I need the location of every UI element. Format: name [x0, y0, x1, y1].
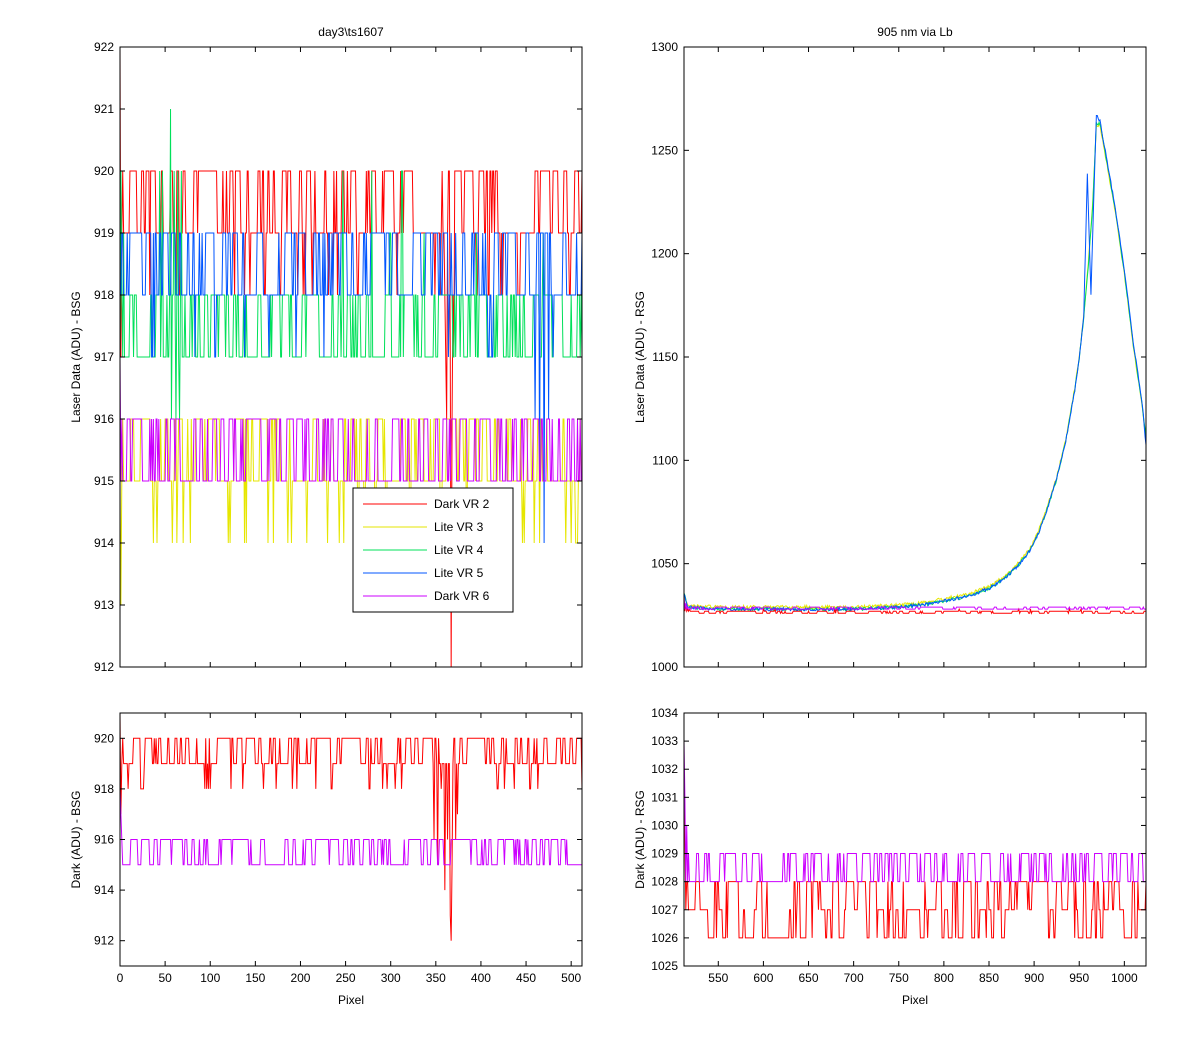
series-line-dark-vr-2	[684, 598, 1146, 615]
y-tick-label: 912	[94, 660, 114, 674]
y-tick-label: 1034	[651, 706, 678, 720]
series-line-lite-vr-4	[120, 108, 582, 420]
x-tick-label: 400	[471, 971, 491, 985]
y-tick-label: 1032	[651, 762, 678, 776]
legend: Dark VR 2 Lite VR 3 Lite VR 4 Lite VR 5 Dark…	[352, 487, 514, 613]
x-axis-label: Pixel	[338, 993, 364, 1007]
y-axis-label: Laser Data (ADU) - BSG	[69, 291, 83, 422]
x-tick-label: 0	[117, 971, 124, 985]
y-tick-label: 1027	[651, 903, 678, 917]
y-tick-label: 920	[94, 164, 114, 178]
x-tick-label: 1000	[1111, 971, 1138, 985]
series-line-dark-vr-6	[684, 596, 1146, 611]
y-tick-label: 1150	[652, 350, 678, 364]
legend-entry: Dark VR 2	[434, 497, 490, 511]
x-tick-label: 100	[200, 971, 220, 985]
x-tick-label: 50	[158, 971, 172, 985]
y-tick-label: 1028	[651, 875, 678, 889]
x-tick-label: 450	[516, 971, 536, 985]
x-axis-label: Pixel	[902, 993, 928, 1007]
x-tick-label: 200	[290, 971, 310, 985]
x-tick-label: 700	[844, 971, 864, 985]
series-line-dark-vr-2	[120, 713, 582, 941]
axes-box	[683, 712, 1147, 967]
legend-entry: Lite VR 3	[434, 520, 484, 534]
y-axis-label: Dark (ADU) - RSG	[633, 790, 647, 889]
y-tick-label: 1000	[651, 660, 678, 674]
x-tick-label: 500	[561, 971, 581, 985]
y-tick-label: 918	[94, 782, 114, 796]
y-tick-label: 914	[94, 883, 114, 897]
y-tick-label: 1033	[651, 734, 678, 748]
y-tick-label: 917	[94, 350, 114, 364]
series-group	[120, 713, 582, 941]
x-tick-label: 300	[381, 971, 401, 985]
panels-group: 912 913 914 915 916 917 918 919 920 921 922 day3\ts…	[69, 25, 1147, 1007]
y-tick-label: 1030	[651, 818, 678, 832]
x-tick-label: 850	[979, 971, 999, 985]
x-tick-label: 950	[1069, 971, 1089, 985]
y-tick-label: 1300	[651, 40, 678, 54]
y-tick-label: 1050	[651, 557, 678, 571]
panel-top_right: 1000 1050 1100 1150 1200 1250 1300 905 nm via L…	[633, 25, 1147, 674]
panel-bottom_right: 550 600 650 700 750 800 850 900 950 1000 1025 1026 1…	[633, 706, 1147, 1007]
y-tick-label: 915	[94, 474, 114, 488]
panel-bottom_left: 0 50 100 150 200 250 300 350 400 450 500 912 914 916 9…	[69, 712, 583, 1007]
x-tick-label: 900	[1024, 971, 1044, 985]
y-tick-label: 1200	[651, 247, 678, 261]
x-tick-label: 350	[426, 971, 446, 985]
y-tick-label: 919	[94, 226, 114, 240]
y-axis-label: Laser Data (ADU) - RSG	[633, 291, 647, 423]
y-tick-label: 914	[94, 536, 114, 550]
y-tick-label: 912	[94, 934, 114, 948]
y-tick-label: 922	[94, 40, 114, 54]
x-tick-label: 800	[934, 971, 954, 985]
y-tick-label: 916	[94, 412, 114, 426]
x-tick-label: 750	[889, 971, 909, 985]
y-tick-label: 918	[94, 288, 114, 302]
plot-area	[684, 47, 1146, 667]
y-tick-label: 1250	[651, 143, 678, 157]
series-group	[684, 114, 1146, 615]
y-axis-label: Dark (ADU) - BSG	[69, 790, 83, 888]
x-tick-label: 650	[799, 971, 819, 985]
y-tick-label: 921	[94, 102, 114, 116]
x-tick-label: 150	[245, 971, 265, 985]
legend-entry: Lite VR 4	[434, 543, 484, 557]
y-tick-label: 1025	[651, 959, 678, 973]
chart-title: day3\ts1607	[318, 25, 384, 39]
y-tick-label: 1026	[651, 931, 678, 945]
legend-entry: Lite VR 5	[434, 566, 484, 580]
x-tick-label: 600	[753, 971, 773, 985]
y-tick-label: 913	[94, 598, 114, 612]
series-group	[684, 741, 1146, 939]
y-tick-label: 1029	[651, 847, 678, 861]
series-line-dark-vr-6	[120, 356, 582, 482]
x-tick-label: 550	[708, 971, 728, 985]
y-tick-label: 1100	[652, 453, 678, 467]
legend-entry: Dark VR 6	[434, 589, 490, 603]
series-group	[120, 47, 582, 667]
x-tick-label: 250	[336, 971, 356, 985]
panel-top_left: 912 913 914 915 916 917 918 919 920 921 922 day3\ts…	[69, 25, 583, 674]
series-line-dark-vr-6	[120, 788, 582, 866]
plot-area	[684, 713, 1146, 966]
y-tick-label: 916	[94, 833, 114, 847]
chart-title: 905 nm via Lb	[877, 25, 953, 39]
series-line-lite-vr-5	[120, 232, 582, 544]
y-tick-label: 1031	[651, 790, 678, 804]
y-tick-label: 920	[94, 731, 114, 745]
series-line-dark-vr-6	[684, 741, 1146, 883]
